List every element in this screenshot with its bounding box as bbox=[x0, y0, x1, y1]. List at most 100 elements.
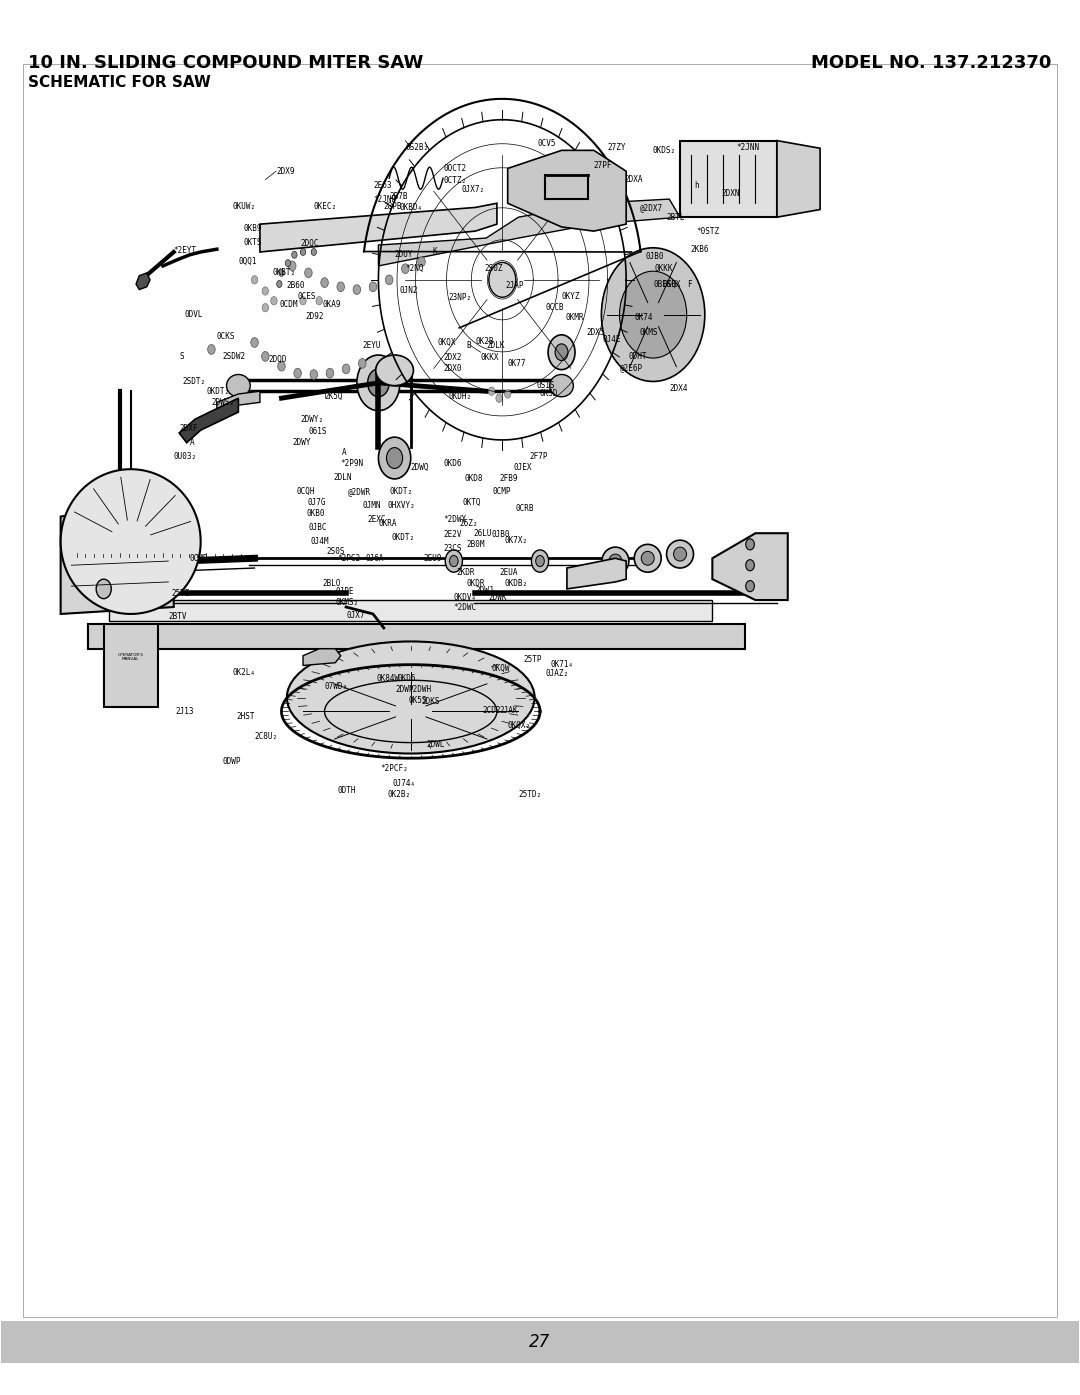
Text: 0KQX: 0KQX bbox=[437, 338, 456, 347]
Text: *2NQ: *2NQ bbox=[405, 264, 423, 273]
Text: 061S: 061S bbox=[309, 427, 327, 437]
Text: 2DLN: 2DLN bbox=[333, 473, 352, 483]
Ellipse shape bbox=[548, 335, 575, 370]
Text: 2D92: 2D92 bbox=[306, 311, 324, 321]
Text: 2SDT₂: 2SDT₂ bbox=[183, 377, 205, 386]
Ellipse shape bbox=[666, 540, 693, 568]
Text: 28PB: 28PB bbox=[383, 201, 403, 211]
Text: 2DXA: 2DXA bbox=[624, 176, 643, 184]
Text: 2EXC: 2EXC bbox=[367, 515, 387, 523]
Ellipse shape bbox=[504, 389, 511, 398]
Ellipse shape bbox=[278, 361, 285, 371]
Text: 0KQW: 0KQW bbox=[491, 664, 510, 672]
Text: S: S bbox=[179, 352, 184, 361]
Ellipse shape bbox=[276, 280, 282, 287]
Text: 2DUY: 2DUY bbox=[394, 250, 413, 259]
Bar bbox=[1, 1321, 1079, 1363]
Text: *2EYT: *2EYT bbox=[174, 246, 197, 255]
Text: 27PF: 27PF bbox=[594, 162, 612, 170]
Text: 0KEC₂: 0KEC₂ bbox=[314, 201, 337, 211]
Text: 0S1S: 0S1S bbox=[537, 381, 555, 391]
Text: 2SDW2: 2SDW2 bbox=[222, 352, 245, 361]
Text: 0K7X₂: 0K7X₂ bbox=[504, 536, 527, 544]
Text: 0KBT₂: 0KBT₂ bbox=[273, 268, 296, 278]
Ellipse shape bbox=[300, 297, 307, 306]
Polygon shape bbox=[260, 204, 497, 252]
Text: 2DX2: 2DX2 bbox=[443, 353, 461, 363]
Text: 2FB9: 2FB9 bbox=[499, 474, 517, 484]
Polygon shape bbox=[136, 273, 150, 290]
Polygon shape bbox=[87, 624, 745, 649]
Text: 0CDM: 0CDM bbox=[280, 300, 298, 310]
Ellipse shape bbox=[642, 551, 654, 565]
Ellipse shape bbox=[96, 579, 111, 598]
Text: 26LU: 26LU bbox=[473, 529, 491, 537]
Text: 0KMR: 0KMR bbox=[566, 312, 584, 322]
Ellipse shape bbox=[288, 261, 296, 271]
Text: 0KTS: 0KTS bbox=[244, 237, 262, 247]
Text: 2DWJ: 2DWJ bbox=[475, 586, 494, 594]
Ellipse shape bbox=[620, 271, 687, 359]
Text: 0KB9: 0KB9 bbox=[244, 223, 262, 233]
Text: 2JAK: 2JAK bbox=[499, 706, 517, 714]
Text: F: F bbox=[688, 279, 692, 289]
Text: OPERATOR'S
MANUAL: OPERATOR'S MANUAL bbox=[118, 653, 144, 661]
Text: 0KDR: 0KDR bbox=[467, 579, 485, 587]
Polygon shape bbox=[508, 151, 626, 232]
Text: 0DHT: 0DHT bbox=[629, 352, 647, 361]
Text: A: A bbox=[341, 448, 347, 458]
Ellipse shape bbox=[550, 374, 573, 396]
Text: 2E63: 2E63 bbox=[373, 181, 392, 190]
Polygon shape bbox=[60, 502, 174, 614]
Text: 2JAP: 2JAP bbox=[505, 280, 524, 290]
Ellipse shape bbox=[326, 368, 334, 378]
Ellipse shape bbox=[449, 555, 458, 566]
Text: 0KDT₂: 0KDT₂ bbox=[389, 487, 413, 497]
Text: 0CMB: 0CMB bbox=[190, 554, 208, 562]
Ellipse shape bbox=[337, 282, 345, 292]
Text: *2P9N: *2P9N bbox=[340, 459, 364, 469]
Text: 0CQH: 0CQH bbox=[297, 487, 315, 497]
Text: SCHEMATIC FOR SAW: SCHEMATIC FOR SAW bbox=[28, 75, 212, 91]
Text: 0J4M: 0J4M bbox=[311, 537, 329, 545]
Text: 0KDT₂: 0KDT₂ bbox=[391, 533, 415, 541]
Text: 0CTZ₂: 0CTZ₂ bbox=[443, 177, 467, 186]
Ellipse shape bbox=[387, 448, 403, 469]
Text: 0KDT₂: 0KDT₂ bbox=[206, 386, 229, 396]
Text: 10 IN. SLIDING COMPOUND MITER SAW: 10 IN. SLIDING COMPOUND MITER SAW bbox=[28, 54, 423, 73]
Text: 2DLK: 2DLK bbox=[486, 340, 504, 350]
Text: 0K84W: 0K84W bbox=[376, 674, 400, 682]
Text: 2DX0: 2DX0 bbox=[443, 364, 461, 374]
Text: 0BESH: 0BESH bbox=[653, 279, 676, 289]
Text: *2DWX: *2DWX bbox=[443, 515, 467, 523]
Text: 0KDH₂: 0KDH₂ bbox=[448, 392, 472, 402]
Text: 23CS: 23CS bbox=[443, 544, 461, 552]
Text: 0KD6: 0KD6 bbox=[397, 674, 416, 682]
Text: 2CD2: 2CD2 bbox=[483, 706, 501, 714]
Text: 0CV5: 0CV5 bbox=[538, 140, 556, 148]
Ellipse shape bbox=[305, 268, 312, 278]
Text: 0JX7: 0JX7 bbox=[346, 611, 365, 619]
Polygon shape bbox=[567, 558, 626, 589]
Text: 2BLO: 2BLO bbox=[323, 579, 341, 587]
Text: @2DWR: @2DWR bbox=[348, 487, 372, 497]
Ellipse shape bbox=[488, 386, 495, 395]
Ellipse shape bbox=[555, 345, 568, 360]
Ellipse shape bbox=[285, 259, 291, 266]
Text: 0J7G: 0J7G bbox=[308, 498, 326, 508]
Text: *2DWH: *2DWH bbox=[408, 685, 432, 693]
Text: 2DQC: 2DQC bbox=[301, 239, 320, 248]
Text: 2DWY: 2DWY bbox=[293, 438, 311, 448]
Text: 0JEX: 0JEX bbox=[513, 463, 531, 473]
Text: 2DXN: 2DXN bbox=[721, 188, 740, 198]
Ellipse shape bbox=[418, 257, 426, 266]
Text: 2BTV: 2BTV bbox=[168, 612, 187, 621]
Ellipse shape bbox=[321, 278, 328, 287]
Text: 2KB6: 2KB6 bbox=[691, 244, 710, 254]
Ellipse shape bbox=[292, 251, 297, 258]
Text: 2DWS₂: 2DWS₂ bbox=[212, 398, 234, 407]
Ellipse shape bbox=[316, 297, 323, 306]
Text: 2EUA: 2EUA bbox=[499, 568, 517, 576]
Text: 0DVL: 0DVL bbox=[185, 310, 203, 319]
Bar bbox=[680, 141, 777, 218]
